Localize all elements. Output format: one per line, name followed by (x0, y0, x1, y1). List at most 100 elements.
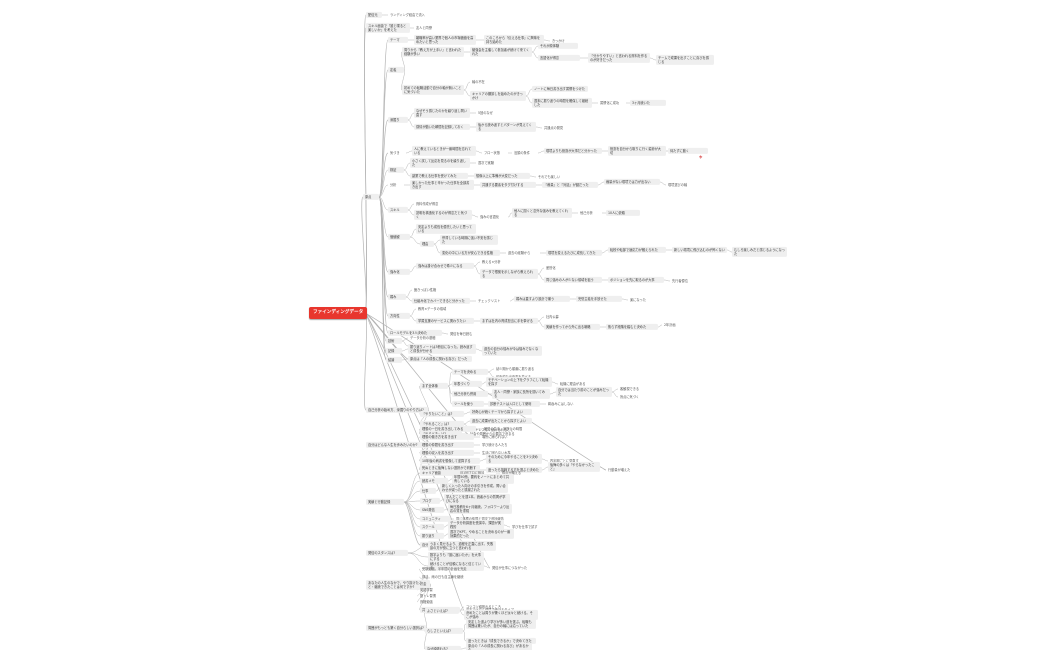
mindmap-node[interactable]: 客観視できる (620, 386, 640, 391)
mindmap-node[interactable]: 社会や周囲からの要請で決まる (470, 431, 515, 436)
mindmap-node[interactable]: 過去の自分の悩みが今は悩みでなくなっていた (482, 345, 542, 357)
mindmap-node[interactable]: ブログ (420, 497, 440, 505)
mindmap-node[interactable]: 人に教えているときが一番時間を忘れている (412, 145, 476, 157)
mindmap-node[interactable]: 筋トレ習慣 (420, 593, 436, 598)
mindmap-node[interactable]: 月1回プロに相談 (458, 470, 496, 476)
mindmap-node[interactable]: 10人に依頼 (606, 209, 640, 217)
mindmap-node[interactable]: 原点 (363, 193, 379, 201)
mindmap-node[interactable]: 続けることが信頼になると信じている (428, 560, 484, 572)
mindmap-node[interactable]: 記録 (386, 347, 402, 355)
mindmap-node[interactable]: 迷ったら挑戦する方を選ぶと決めた (486, 466, 542, 474)
mindmap-node[interactable]: うまく見せるより、過程を正直に出す。失敗談の方が役に立つと言われる (428, 540, 496, 552)
mindmap-node[interactable]: 初めての転職活動で自分の軸が無いことに気づいた (402, 84, 464, 96)
mindmap-node[interactable]: SNS発信 (420, 506, 444, 514)
mindmap-node[interactable]: 理想の収入を書き出す (420, 449, 474, 457)
mindmap-node[interactable]: 発信のスタンスは? (366, 549, 408, 557)
mindmap-node[interactable]: 学んだことを週1本。読者からの質問が学びになる (444, 493, 510, 505)
mindmap-node[interactable]: 振り返り (420, 532, 444, 540)
mindmap-node[interactable]: まず全体像 (420, 382, 448, 390)
mindmap-node[interactable]: 検証 (388, 166, 404, 174)
mindmap-node[interactable]: よさといえば? (425, 607, 459, 615)
mindmap-node[interactable]: 過去の経験から (508, 250, 531, 255)
mindmap-node[interactable]: 振り返りノートは3冊目になった。読み返すと成長が分かる (408, 343, 476, 355)
mindmap-node[interactable]: むしろ楽しみだと感じるようになった (732, 246, 787, 258)
mindmap-node[interactable]: 強みは掛け合わせで希少になる (416, 262, 474, 270)
mindmap-node[interactable]: それが原体験 (538, 42, 578, 50)
mindmap-node[interactable]: 停滞している時期に強い不安を感じた (440, 234, 498, 246)
mindmap-node[interactable]: 安定した道より学びが多い道を選ぶ。転職も周囲は驚いたが、自分の軸には沿っていた (466, 618, 536, 630)
mindmap-node[interactable]: 結論 (386, 356, 402, 364)
mindmap-node[interactable]: 他己分析 (580, 210, 593, 215)
mindmap-node[interactable]: 後悔の多くは『やらなかったこと』 (548, 461, 600, 473)
mindmap-node[interactable]: 理想の一日を書き出してみる (420, 425, 476, 433)
mindmap-node[interactable]: 迷ったときは『成長できるか』で決めてきた (466, 637, 536, 645)
mindmap-node[interactable]: 3ヶ月続いた (630, 99, 666, 107)
mindmap-node[interactable]: 盲点に気づく (620, 394, 640, 399)
mindmap-node[interactable]: 資料作成が得意 (416, 201, 439, 206)
mindmap-node[interactable]: 没頭の条件 (514, 150, 530, 155)
mindmap-node[interactable]: 弱みは直すより設計で補う (514, 295, 570, 303)
mindmap-node[interactable]: 環境よりも役割が大事だと分かった (544, 147, 602, 155)
mindmap-node[interactable]: 焦らず段階を踏むと決めた (606, 323, 658, 331)
mindmap-node[interactable]: 2年計画 (664, 322, 676, 327)
mindmap-node[interactable]: まずは社内の育成担当に手を挙げる (480, 317, 538, 325)
mindmap-node[interactable]: 年間50冊。要約をノートにまとめて共有している (452, 473, 514, 485)
mindmap-node[interactable]: 仕事 (420, 487, 436, 495)
mindmap-node[interactable]: 自己分析の始め方、深掘りのやり方は? (366, 406, 428, 414)
mindmap-node[interactable]: このころから『伝える仕事』に興味を持ち始めた (484, 34, 544, 46)
mindmap-node[interactable]: 勉強会を主催して参加者が続けて来てくれた (470, 46, 532, 58)
mindmap-node[interactable]: 他己分析も併用 (452, 390, 488, 398)
mindmap-node[interactable]: 楽になった (630, 297, 646, 302)
mindmap-node[interactable]: 環境選びの軸 (668, 182, 688, 187)
mindmap-node[interactable]: そのために今年やることを3つ決める (486, 453, 542, 465)
mindmap-node[interactable]: ノートに毎日書き出す習慣をつけた (532, 85, 588, 93)
mindmap-node[interactable]: 場所に縛られない (482, 434, 508, 439)
mindmap-node[interactable]: 裁量がない環境では力が出ない (604, 178, 660, 186)
mindmap-node[interactable]: ストレスなく続けられること (472, 427, 514, 432)
mindmap-node[interactable]: 共通する要素をタグ付けする (480, 181, 536, 189)
mindmap-node[interactable]: 『分かりやすい』と言われる資料を作るのが好きだった (588, 52, 650, 64)
mindmap-node[interactable]: データ分析講座を受講中。課題が実践的 (448, 519, 504, 531)
mindmap-node[interactable]: 定義 (388, 66, 404, 74)
mindmap-node[interactable]: 読書メモ (420, 477, 448, 485)
mindmap-node[interactable]: 共通点の発見 (544, 125, 564, 130)
mindmap-node[interactable]: 強み化 (388, 268, 410, 276)
mindmap-node[interactable]: 理想の働き方を書き出す (420, 433, 474, 441)
mindmap-node[interactable]: 同じ目標の仲間と週次で進捗報告 (454, 516, 518, 522)
mindmap-node[interactable]: 週次で実験 (478, 160, 494, 165)
mindmap-node[interactable]: 朝型の生活、家族との時間 (484, 426, 523, 431)
mindmap-node[interactable]: モチベーションの上下をグラフにして転機を探す (486, 376, 552, 388)
mindmap-node[interactable]: 行動量が増えた (608, 467, 631, 472)
mindmap-node[interactable]: 理想の仲間を書き出す (420, 441, 474, 449)
mindmap-node[interactable]: なぜそう感じたのかを繰り返し問い直す (414, 107, 470, 119)
mindmap-node[interactable]: 原点の『人の成長に関わる喜び』があるから (466, 642, 532, 650)
mindmap-node[interactable]: ロールモデルを3人決めた (388, 329, 442, 337)
mindmap-node[interactable]: テーマ (388, 36, 408, 44)
mindmap-node[interactable]: 説明を構造化するのが得意だと気づく (414, 209, 472, 221)
mindmap-node[interactable]: 学習支援のサービスに関わりたい (416, 317, 474, 325)
mindmap-node[interactable]: 周囲がもっとも驚く自分らしい選択は? (366, 624, 426, 632)
mindmap-node[interactable]: 役割を自分から取りに行く姿勢が大切 (608, 145, 666, 157)
mindmap-node[interactable]: スクール (420, 523, 444, 531)
mindmap-node[interactable]: 学びを仕事で試す (512, 524, 538, 529)
mindmap-node[interactable]: 原点は『人の成長に関わる喜び』だった (408, 355, 472, 363)
mindmap-node[interactable]: 仕組み化でカバーできると分かった (412, 297, 470, 305)
mindmap-node[interactable]: フロー状態 (484, 150, 500, 155)
mindmap-node[interactable]: スキル (388, 206, 408, 214)
mindmap-node[interactable]: 好奇心が続くテーマから探すとよい (470, 408, 532, 416)
mindmap-node[interactable]: 社内公募 (546, 314, 559, 319)
mindmap-node[interactable]: らしさといえば? (425, 627, 463, 635)
mindmap-node[interactable]: データで根拠を示しながら教えられる (480, 268, 538, 280)
mindmap-node[interactable]: 完璧主義を手放せた (576, 295, 622, 303)
mindmap-node[interactable]: 5回のなぜ (478, 110, 493, 115)
mindmap-node[interactable]: 同じ強みの人が少ない領域を狙う (544, 276, 602, 284)
mindmap-node[interactable]: 資格勉強 (420, 599, 433, 604)
mindmap-node[interactable]: あなたの人生のなかで、やり抜けたこと・継続できたことは何ですか? (366, 579, 430, 591)
mindmap-node[interactable]: キャリアの棚卸しを始めたのがきっかけ (470, 90, 526, 102)
mindmap-node[interactable]: テーマを決める (452, 368, 488, 376)
mindmap-node[interactable]: 環境を変えるたびに成長してきた (546, 249, 602, 257)
mindmap-node[interactable]: 深掘り (388, 116, 408, 124)
mindmap-node[interactable]: 学び続ける人たち (482, 442, 508, 447)
mindmap-node[interactable]: 発信を毎日読む (450, 331, 473, 336)
mindmap-node[interactable]: 変化の中にいる方が安心できる性格 (440, 249, 500, 257)
